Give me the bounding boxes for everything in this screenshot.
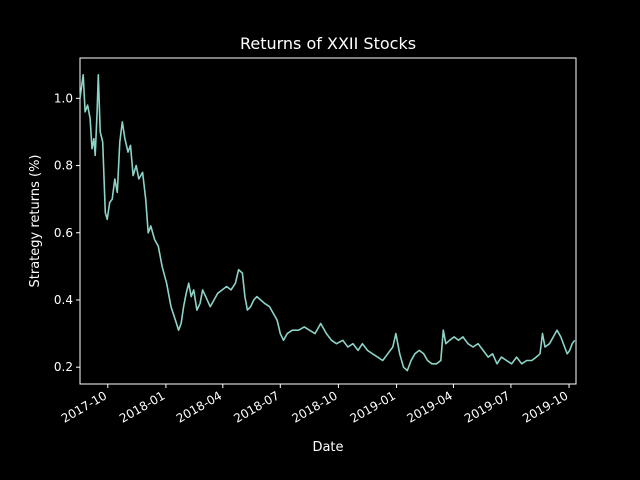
x-axis-label: Date — [312, 440, 343, 455]
x-tick-label: 2019-07 — [462, 388, 512, 425]
plot-area — [79, 57, 577, 385]
x-tick-label: 2019-04 — [404, 388, 454, 425]
series-line — [79, 74, 576, 372]
x-tick-label: 2018-10 — [290, 388, 340, 425]
y-tick-label: 0.6 — [54, 226, 73, 240]
x-tick-label: 2018-07 — [231, 388, 281, 425]
y-tick-label: 0.2 — [54, 360, 73, 374]
y-tick-label: 0.8 — [54, 159, 73, 173]
y-axis-ticks: 0.2 0.4 0.6 0.8 1.0 — [54, 91, 80, 374]
chart-title: Returns of XXII Stocks — [240, 34, 416, 53]
x-tick-label: 2017-10 — [59, 388, 109, 425]
x-tick-label: 2018-04 — [174, 388, 224, 425]
x-axis-ticks: 2017-10 2018-01 2018-04 2018-07 2018-10 2019-… — [59, 384, 571, 426]
series-layer — [79, 74, 576, 372]
x-tick-label: 2018-01 — [117, 388, 167, 425]
y-axis-label: Strategy returns (%) — [28, 155, 43, 288]
y-tick-label: 1.0 — [54, 91, 73, 105]
x-tick-label: 2019-01 — [348, 388, 398, 425]
x-tick-label: 2019-10 — [520, 388, 570, 425]
y-tick-label: 0.4 — [54, 293, 73, 307]
